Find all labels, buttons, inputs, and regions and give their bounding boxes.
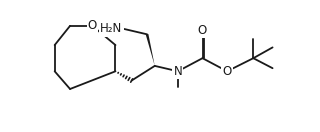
Text: H₂N: H₂N bbox=[100, 22, 123, 35]
Text: O: O bbox=[198, 24, 207, 37]
Text: N: N bbox=[173, 65, 182, 78]
Polygon shape bbox=[146, 34, 155, 66]
Text: O: O bbox=[222, 65, 232, 78]
Text: O: O bbox=[88, 19, 97, 32]
